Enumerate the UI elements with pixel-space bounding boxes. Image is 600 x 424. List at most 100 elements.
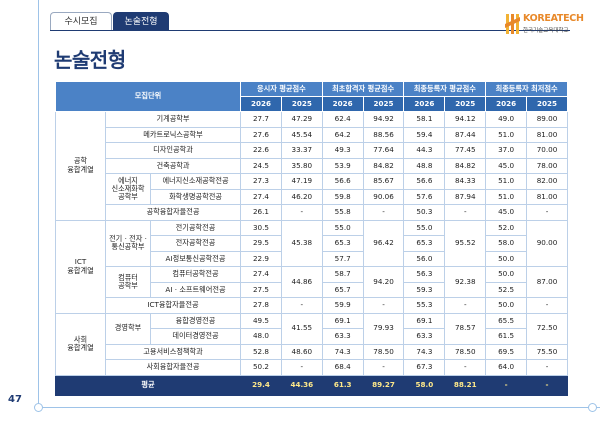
value-cell: 65.7 <box>321 281 364 298</box>
value-cell: 69.5 <box>485 343 528 360</box>
year-cell: 2026 <box>485 96 528 112</box>
tab-active[interactable]: 논술전형 <box>113 12 169 31</box>
value-cell: 78.00 <box>526 157 568 174</box>
value-cell: 49.0 <box>485 111 528 128</box>
merged-value-cell: 72.50 <box>526 312 568 345</box>
value-cell: 58.1 <box>403 111 446 128</box>
value-cell: 56.6 <box>321 173 364 190</box>
subgroup-cell: 에너지 신소재화학 공학부 <box>105 173 151 205</box>
subgroup-cell: 컴퓨터 공학부 <box>105 266 151 298</box>
value-cell: 64.0 <box>485 359 528 376</box>
average-value: 29.4 <box>240 374 282 396</box>
value-cell: 94.92 <box>362 111 405 128</box>
major-cell: 컴퓨터공학전공 <box>149 266 242 283</box>
value-cell: 37.0 <box>485 142 528 159</box>
value-cell: 50.0 <box>485 250 528 267</box>
value-cell: 26.1 <box>240 204 282 221</box>
value-cell: 87.94 <box>444 188 487 205</box>
value-cell: 59.4 <box>403 126 446 143</box>
value-cell: 53.9 <box>321 157 364 174</box>
major-cell: 화학생명공학전공 <box>149 188 242 205</box>
page-number: 47 <box>8 394 22 405</box>
value-cell: 50.0 <box>485 297 528 314</box>
value-cell: 56.0 <box>403 250 446 267</box>
value-cell: 84.82 <box>444 157 487 174</box>
header-cell: 모집단위 <box>54 81 242 112</box>
value-cell: 22.6 <box>240 142 282 159</box>
value-cell: 56.3 <box>403 266 446 283</box>
year-cell: 2025 <box>362 96 405 112</box>
table-row: 고용서비스정책학과 52.8 48.60 74.3 78.50 74.3 78.50 69.5… <box>56 343 568 360</box>
unit-cell: 고용서비스정책학과 <box>104 343 242 360</box>
group-cell: 사회 융합계열 <box>55 312 106 376</box>
value-cell: 49.3 <box>321 142 364 159</box>
merged-value-cell: 45.38 <box>280 219 323 267</box>
score-table: 모집단위 응시자 평균점수 최초합격자 평균점수 최종등록자 평균점수 최종등록자 최저… <box>54 81 568 396</box>
value-cell: 62.4 <box>321 111 364 128</box>
value-cell: 55.0 <box>321 219 364 236</box>
table-row: 전자공학전공 29.5 65.3 65.3 58.0 <box>56 235 568 252</box>
average-value: 89.27 <box>362 374 405 396</box>
value-cell: 78.50 <box>362 343 405 360</box>
table-row: 데이터경영전공 48.0 63.3 63.3 61.5 <box>56 328 568 345</box>
value-cell: - <box>280 204 323 221</box>
value-cell: 35.80 <box>280 157 323 174</box>
value-cell: 27.3 <box>240 173 282 190</box>
table-row: 사회융합자율전공 50.2-68.4-67.3-64.0- <box>56 359 568 376</box>
value-cell: 45.54 <box>280 126 323 143</box>
value-cell: 27.8 <box>240 297 282 314</box>
group-cell: ICT 융합계열 <box>55 219 106 314</box>
logo: KOREATECH 한국기술교육대학교 <box>505 11 584 37</box>
value-cell: 48.60 <box>280 343 323 360</box>
value-cell: 50.3 <box>403 204 446 221</box>
year-cell: 2025 <box>444 96 487 112</box>
value-cell: 48.0 <box>240 328 282 345</box>
value-cell: 69.1 <box>321 312 364 329</box>
logo-subtitle: 한국기술교육대학교 <box>523 28 569 34</box>
major-cell: AI · 소프트웨어전공 <box>149 281 242 298</box>
major-cell: AI정보통신공학전공 <box>149 250 242 267</box>
value-cell: 77.45 <box>444 142 487 159</box>
merged-value-cell: 94.20 <box>362 266 405 298</box>
value-cell: 88.56 <box>362 126 405 143</box>
value-cell: 45.0 <box>485 204 528 221</box>
value-cell: 68.4 <box>321 359 364 376</box>
table-row: 에너지 신소재화학 공학부 에너지신소재공학전공 27.3 47.19 56.6 85.6… <box>56 173 568 205</box>
value-cell: 22.9 <box>240 250 282 267</box>
value-cell: 63.3 <box>403 328 446 345</box>
value-cell: 90.06 <box>362 188 405 205</box>
value-cell: 29.5 <box>240 235 282 252</box>
value-cell: 65.5 <box>485 312 528 329</box>
merged-value-cell: 96.42 <box>362 219 405 267</box>
value-cell: - <box>444 297 487 314</box>
year-cell: 2025 <box>280 96 323 112</box>
merged-value-cell: 44.86 <box>280 266 323 298</box>
table-row: ICT융합자율전공 27.8-59.9-55.3-50.0- <box>56 297 568 314</box>
value-cell: 59.8 <box>321 188 364 205</box>
value-cell: 94.12 <box>444 111 487 128</box>
major-cell: 융합경영전공 <box>149 312 242 329</box>
logo-icon <box>505 14 520 34</box>
header-cell: 최초합격자 평균점수 <box>321 81 405 97</box>
value-cell: 58.0 <box>485 235 528 252</box>
tab[interactable]: 수시모집 <box>50 12 112 31</box>
value-cell: 77.64 <box>362 142 405 159</box>
value-cell: 65.3 <box>321 235 364 252</box>
value-cell: 55.8 <box>321 204 364 221</box>
value-cell: 55.0 <box>403 219 446 236</box>
value-cell: 44.3 <box>403 142 446 159</box>
value-cell: 64.2 <box>321 126 364 143</box>
table-row: 건축공학과 24.5 35.80 53.9 84.82 48.8 84.82 45.0 78.0… <box>56 157 568 174</box>
value-cell: 50.0 <box>485 266 528 283</box>
value-cell: 52.0 <box>485 219 528 236</box>
value-cell: 47.19 <box>280 173 323 190</box>
year-cell: 2026 <box>403 96 446 112</box>
value-cell: 85.67 <box>362 173 405 190</box>
value-cell: 49.5 <box>240 312 282 329</box>
value-cell: 81.00 <box>526 126 568 143</box>
value-cell: - <box>444 359 487 376</box>
value-cell: 24.5 <box>240 157 282 174</box>
value-cell: 58.7 <box>321 266 364 283</box>
value-cell: 69.1 <box>403 312 446 329</box>
